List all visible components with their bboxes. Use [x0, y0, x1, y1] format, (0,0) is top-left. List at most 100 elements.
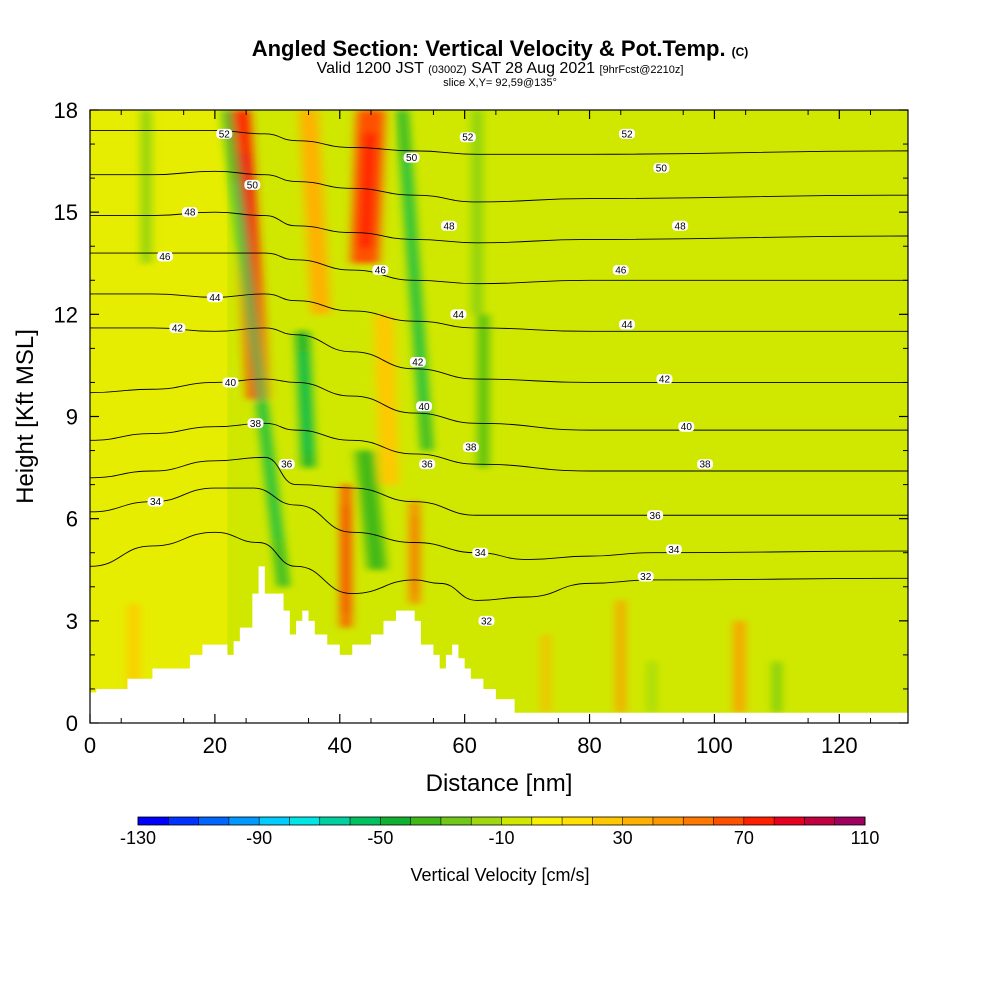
- contour-label-5: 50: [653, 162, 670, 174]
- contour-label-24: 36: [278, 459, 295, 471]
- contour-label-bg: [441, 220, 458, 231]
- contour-label-text: 32: [640, 572, 652, 583]
- contour-label-text: 52: [621, 129, 633, 140]
- updraft-band-3-core: [412, 516, 417, 594]
- contour-label-4: 50: [403, 152, 420, 164]
- colorbar: -130 -90 -50 -10 30 70 110 Vertical Velocity [c…: [120, 816, 880, 885]
- colorbar-swatch: [713, 817, 745, 825]
- isentrope-44: [90, 293, 908, 332]
- x-tick-label: 0: [84, 733, 96, 758]
- slice-info: slice X,Y= 92,59@135°: [443, 77, 557, 89]
- contour-label-29: 34: [665, 544, 682, 556]
- contour-label-bg: [612, 265, 629, 276]
- contour-label-text: 48: [443, 221, 455, 232]
- contour-label-bg: [222, 377, 239, 388]
- isentrope-52: [90, 129, 908, 155]
- contour-label-10: 46: [372, 265, 389, 277]
- colorbar-swatch: [652, 817, 684, 825]
- y-tick-label: 9: [66, 405, 78, 430]
- contour-label-11: 46: [612, 265, 629, 277]
- contour-label-text: 52: [462, 133, 474, 144]
- isentrope-38: [90, 422, 908, 472]
- contour-label-bg: [653, 162, 670, 173]
- plot-area: 52 52 52 50 50 50 48 48 48 46 46 46 44 44 44 42 42 42 40 40…: [90, 110, 908, 723]
- contour-label-text: 44: [453, 310, 465, 321]
- contour-label-text: 50: [656, 163, 668, 174]
- colorbar-tick-label: 110: [851, 828, 880, 848]
- contour-label-bg: [459, 132, 476, 143]
- updraft-band-7: [734, 620, 745, 713]
- colorbar-swatch: [168, 817, 200, 825]
- downdraft-band-8: [650, 661, 654, 713]
- chart-subtitle: Valid 1200 JST (0300Z) SAT 28 Aug 2021 […: [0, 60, 1000, 78]
- colorbar-swatch: [834, 817, 866, 825]
- contour-label-bg: [672, 220, 689, 231]
- terrain: [90, 566, 908, 723]
- contour-label-bg: [637, 571, 654, 582]
- contour-label-0: 52: [216, 128, 233, 140]
- contour-label-bg: [647, 510, 664, 521]
- isentrope-36: [90, 456, 908, 516]
- contour-label-text: 38: [465, 443, 477, 454]
- colorbar-swatch: [289, 817, 321, 825]
- updraft-band-1-core: [359, 132, 377, 248]
- forecast-tag: [9hrFcst@2210z]: [599, 64, 684, 76]
- x-tick-label: 40: [328, 733, 352, 758]
- contour-label-bg: [697, 459, 714, 470]
- valid-date: SAT 28 Aug 2021: [471, 60, 596, 77]
- contour-label-bg: [478, 615, 495, 626]
- contour-label-text: 36: [281, 460, 293, 471]
- contour-label-bg: [247, 418, 264, 429]
- colorbar-tick-label: -90: [246, 828, 272, 848]
- contour-label-bg: [278, 459, 295, 470]
- contour-label-text: 42: [659, 375, 671, 386]
- contour-label-bg: [216, 128, 233, 139]
- colorbar-label: Vertical Velocity [cm/s]: [410, 865, 589, 885]
- contour-label-bg: [656, 374, 673, 385]
- contour-label-bg: [419, 459, 436, 470]
- colorbar-swatch: [774, 817, 805, 825]
- contour-label-bg: [181, 207, 198, 218]
- y-axis-label: Height [Kft MSL]: [12, 329, 39, 504]
- contour-label-19: 40: [416, 401, 433, 413]
- contour-label-text: 40: [419, 402, 431, 413]
- contour-label-bg: [450, 309, 467, 320]
- contour-label-text: 46: [375, 266, 387, 277]
- valid-utc: (0300Z): [428, 64, 467, 76]
- colorbar-swatch: [410, 817, 442, 825]
- contour-label-bg: [678, 421, 695, 432]
- x-tick-label: 100: [696, 733, 733, 758]
- contour-label-text: 46: [159, 252, 171, 263]
- isentrope-42: [90, 327, 908, 383]
- contour-label-7: 48: [441, 220, 458, 232]
- updraft-band-2-core: [343, 506, 349, 614]
- contour-label-text: 38: [250, 419, 262, 430]
- colorbar-swatch: [138, 817, 169, 825]
- isentrope-34: [90, 487, 908, 560]
- contour-label-text: 34: [475, 548, 487, 559]
- velocity-bands: [128, 110, 780, 713]
- downdraft-band-7: [774, 661, 780, 713]
- contour-label-23: 38: [697, 459, 714, 471]
- colorbar-swatch: [804, 817, 836, 825]
- contour-label-27: 34: [147, 496, 164, 508]
- y-tick-label: 18: [54, 98, 78, 123]
- contour-label-bg: [244, 179, 261, 190]
- colorbar-swatch: [592, 817, 624, 825]
- contour-label-18: 40: [222, 377, 239, 389]
- downdraft-band-1-core: [300, 351, 311, 454]
- contour-label-text: 40: [681, 422, 693, 433]
- colorbar-swatch: [259, 817, 290, 825]
- colorbar-tick-label: 70: [734, 828, 754, 848]
- contour-label-17: 42: [656, 374, 673, 386]
- isentrope-46: [90, 252, 908, 285]
- contour-label-text: 50: [406, 153, 418, 164]
- isentropes: [90, 129, 908, 601]
- contour-label-text: 34: [150, 497, 162, 508]
- contour-label-text: 44: [621, 320, 633, 331]
- contour-label-bg: [403, 152, 420, 163]
- updraft-band-6: [617, 600, 625, 713]
- contour-label-bg: [169, 322, 186, 333]
- y-tick-label: 12: [54, 302, 78, 327]
